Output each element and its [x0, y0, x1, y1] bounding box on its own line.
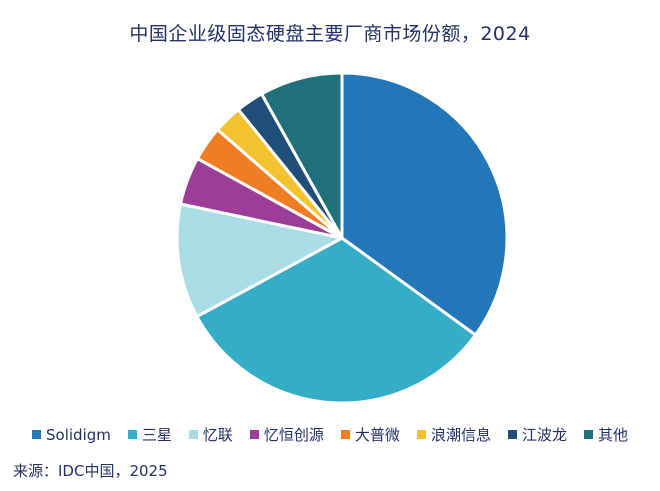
legend-item-浪潮信息: 浪潮信息: [416, 424, 491, 445]
pie-slice-Solidigm: [340, 71, 509, 337]
legend-marker-江波龙: [507, 430, 517, 439]
legend-marker-忆恒创源: [249, 430, 259, 439]
chart-title: 中国企业级固态硬盘主要厂商市场份额，2024: [129, 23, 531, 45]
legend-label: 三星: [141, 426, 172, 444]
legend-label: 大普微: [354, 426, 400, 444]
legend-label: 浪潮信息: [430, 426, 491, 444]
legend-label: 江波龙: [521, 426, 567, 444]
pie-slice-其他: [260, 71, 344, 240]
legend-marker-Solidigm: [32, 430, 42, 439]
legend-marker-其他: [583, 430, 593, 439]
legend-label: 忆恒创源: [263, 426, 324, 444]
legend-marker-忆联: [188, 430, 198, 439]
legend-item-大普微: 大普微: [340, 424, 400, 445]
legend-marker-浪潮信息: [416, 430, 426, 439]
legend-label: 其他: [597, 426, 628, 444]
legend: Solidigm 三星 忆联 忆恒创源 大普微 浪潮信息 江波龙 其他: [0, 424, 660, 445]
legend-marker-大普微: [340, 430, 350, 439]
legend-marker-三星: [127, 430, 137, 439]
legend-label: Solidigm: [46, 425, 111, 444]
legend-label: 忆联: [202, 426, 233, 444]
legend-item-三星: 三星: [127, 424, 172, 445]
source-note: 来源：IDC中国，2025: [13, 462, 168, 480]
legend-item-江波龙: 江波龙: [507, 424, 567, 445]
legend-item-Solidigm: Solidigm: [32, 426, 111, 444]
legend-item-其他: 其他: [583, 424, 628, 445]
pie-slice-忆联: [175, 202, 344, 319]
legend-item-忆恒创源: 忆恒创源: [249, 424, 324, 445]
legend-item-忆联: 忆联: [188, 424, 233, 445]
